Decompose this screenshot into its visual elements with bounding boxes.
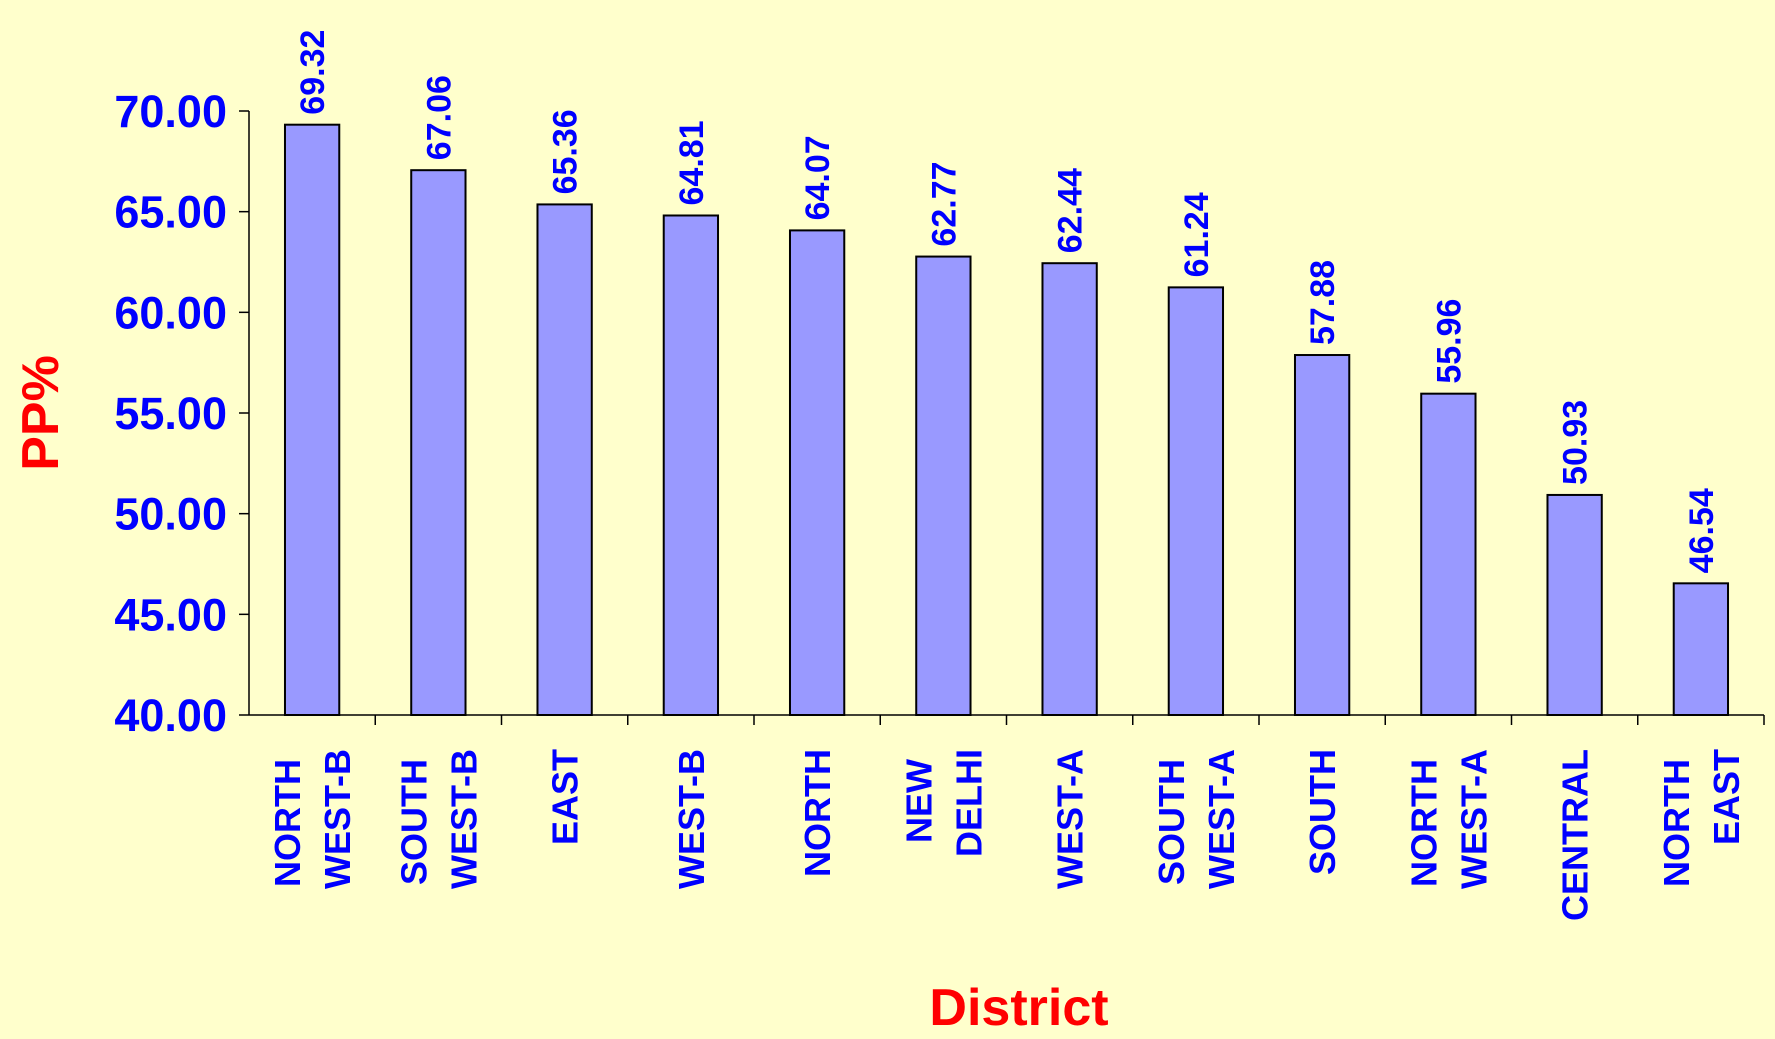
- value-label: 65.36: [547, 109, 585, 194]
- value-label: 62.44: [1052, 168, 1090, 253]
- value-label: 61.24: [1178, 192, 1216, 277]
- y-tick-label: 70.00: [114, 86, 227, 137]
- y-axis-title: PP%: [12, 355, 70, 471]
- x-tick-label: NORTH WEST-B: [267, 749, 358, 889]
- x-tick-label: NORTH EAST: [1656, 749, 1747, 887]
- value-label: 50.93: [1557, 400, 1595, 485]
- value-label: 64.81: [673, 120, 711, 205]
- x-tick-label: CENTRAL: [1555, 749, 1596, 921]
- x-tick-label: SOUTH WEST-A: [1151, 749, 1242, 889]
- value-label: 57.88: [1304, 260, 1342, 345]
- bar: [536, 203, 593, 716]
- value-label: 64.07: [799, 135, 837, 220]
- bar: [662, 214, 720, 716]
- value-label: 67.06: [420, 75, 458, 160]
- bar: [410, 169, 467, 716]
- bar: [1167, 286, 1225, 716]
- y-tick-label: 40.00: [114, 690, 227, 741]
- bar: [1672, 582, 1730, 716]
- value-label: 55.96: [1430, 299, 1468, 384]
- bar: [1420, 392, 1477, 716]
- x-tick-label: WEST-B: [671, 749, 712, 889]
- bar: [283, 123, 341, 716]
- bar: [1293, 354, 1351, 716]
- value-label: 69.32: [294, 30, 332, 115]
- bar: [788, 229, 846, 717]
- y-tick-label: 60.00: [114, 287, 227, 338]
- x-tick-label: NORTH WEST-A: [1403, 749, 1494, 889]
- x-tick-label: WEST-A: [1050, 749, 1091, 889]
- x-tick-label: SOUTH WEST-B: [393, 749, 484, 889]
- y-tick-label: 65.00: [114, 187, 227, 238]
- bar: [1041, 262, 1098, 716]
- value-label: 46.54: [1683, 488, 1721, 573]
- x-tick-label: EAST: [545, 749, 586, 845]
- x-axis-title: District: [929, 979, 1108, 1037]
- x-tick-label: SOUTH: [1302, 749, 1343, 875]
- x-tick-label: NORTH: [797, 749, 838, 877]
- bar: [1546, 493, 1603, 716]
- y-tick-label: 45.00: [114, 589, 227, 640]
- y-tick-label: 50.00: [114, 489, 227, 540]
- x-tick-label: NEW DELHI: [898, 749, 989, 857]
- y-tick-label: 55.00: [114, 388, 227, 439]
- value-label: 62.77: [925, 161, 963, 246]
- bar: [915, 255, 972, 716]
